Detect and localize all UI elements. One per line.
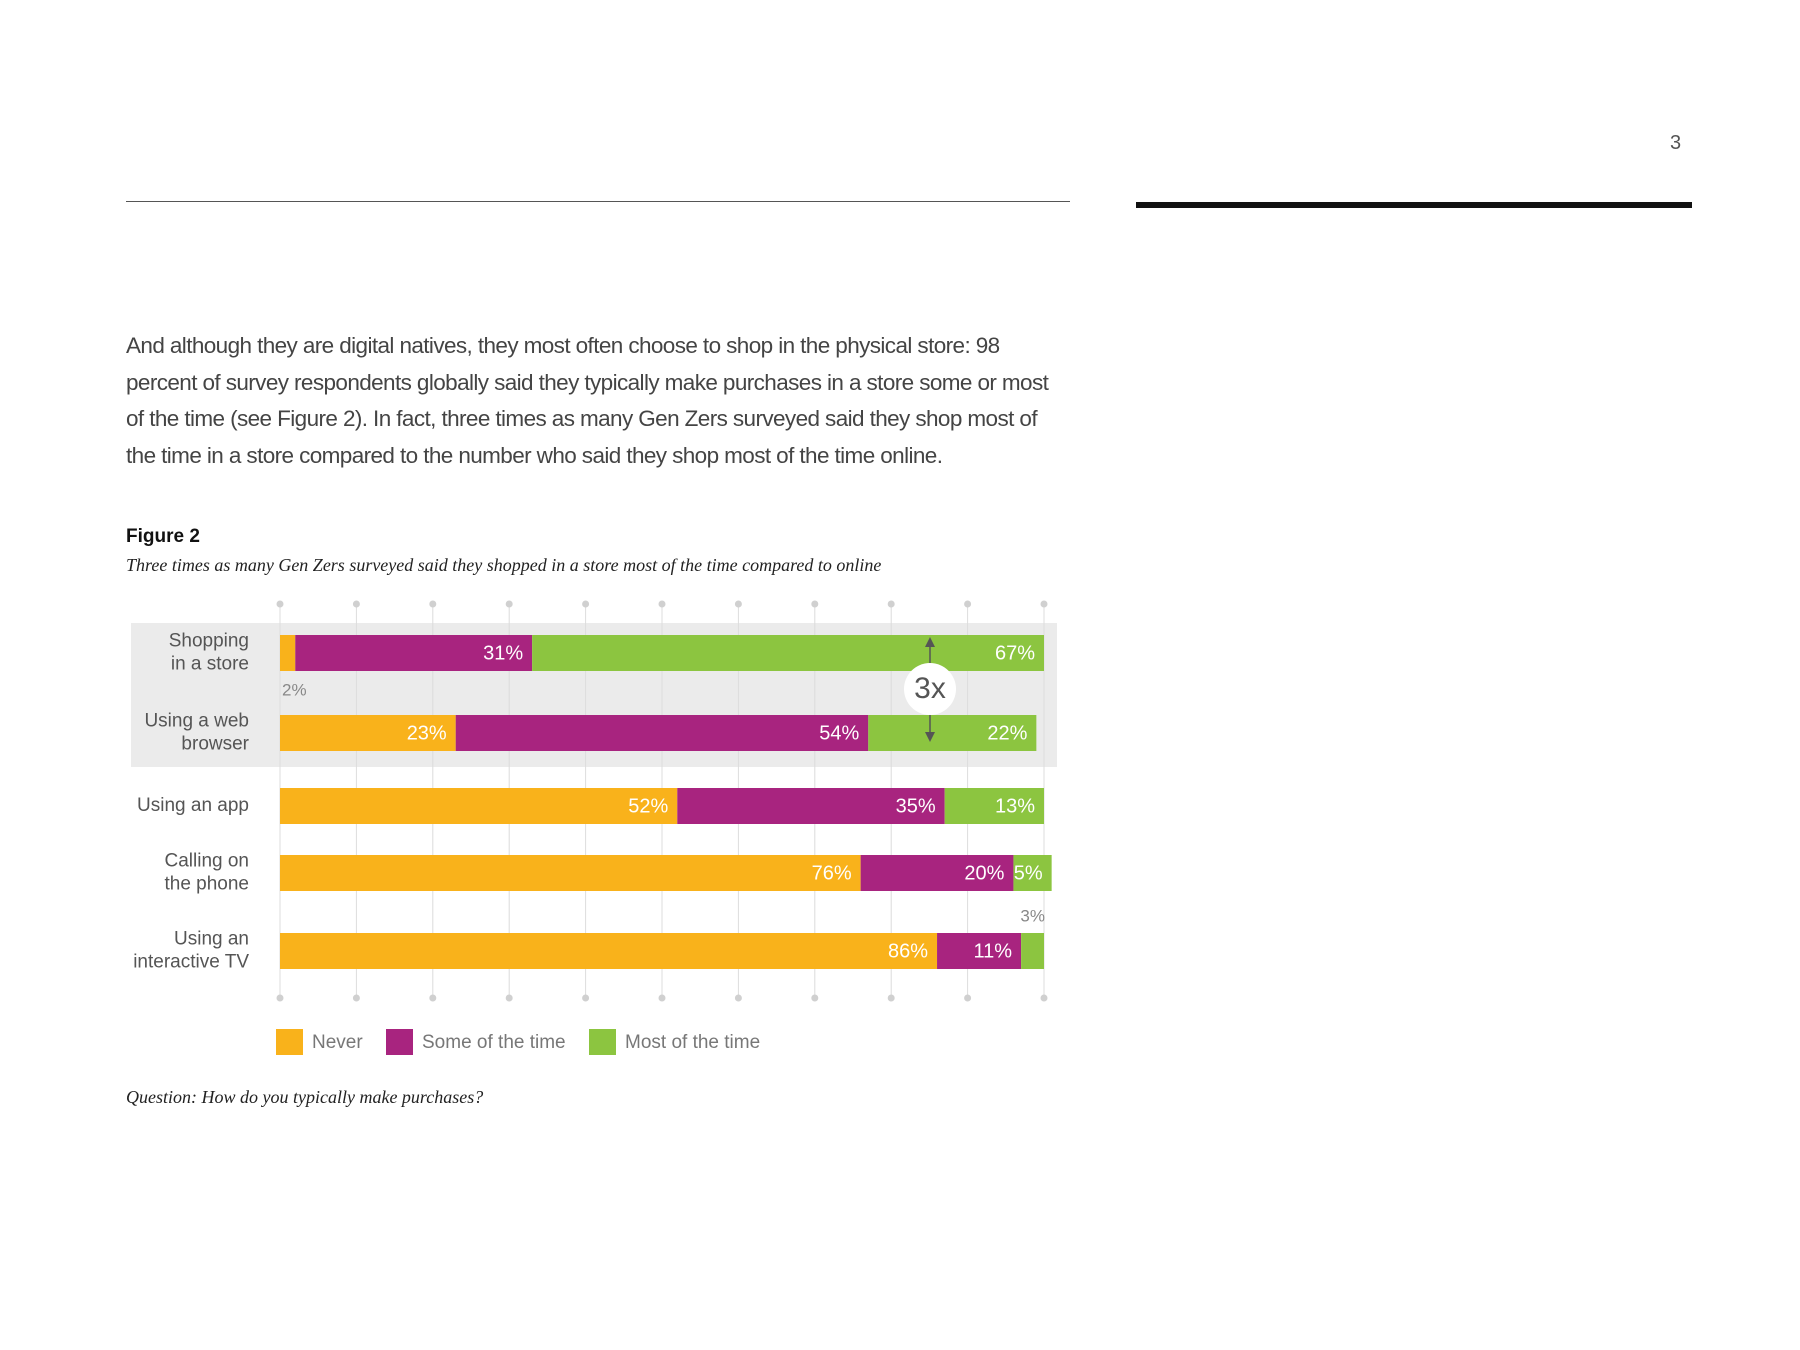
category-label: Using a web browser (144, 711, 249, 755)
bar-segment (280, 855, 861, 891)
rule (126, 201, 1070, 202)
question: Question: How do you typically make purc… (126, 1087, 484, 1107)
value-label: 52% (628, 795, 668, 817)
legend-label: Some of the time (422, 1032, 566, 1053)
category-label: Using an app (137, 795, 249, 816)
legend-swatch (276, 1029, 303, 1055)
tick-dot (964, 600, 972, 608)
bar-segment (937, 933, 1022, 969)
tick-dot (1040, 994, 1048, 1002)
bar-segment (295, 635, 533, 671)
bar-segment (455, 715, 869, 751)
tick-dot (658, 994, 666, 1002)
tick-dot (276, 600, 284, 608)
value-label: 2% (282, 680, 307, 699)
tick-dot (1040, 600, 1048, 608)
bar-segment (280, 635, 296, 671)
value-label: 86% (888, 940, 928, 962)
value-label: 22% (987, 722, 1027, 744)
tick-dot (658, 600, 666, 608)
tick-dot (734, 600, 742, 608)
annotation-text: 3x (914, 672, 946, 705)
page-number: 3 (1670, 132, 1682, 154)
tick-dot (887, 994, 895, 1002)
legend-label: Never (312, 1032, 363, 1053)
value-label: 23% (407, 722, 447, 744)
paragraph: And although they are digital natives, t… (126, 333, 1049, 468)
value-label: 11% (974, 940, 1013, 962)
tick-dot (429, 994, 437, 1002)
bar-segment (868, 715, 1037, 751)
tick-dot (276, 994, 284, 1002)
legend-swatch (386, 1029, 413, 1055)
bar-segment (532, 635, 1044, 671)
tick-dot (429, 600, 437, 608)
arrow-head (925, 637, 935, 647)
tick-dot (811, 600, 819, 608)
annotation-badge (904, 663, 956, 715)
arrow-head (925, 732, 935, 742)
legend-label: Most of the time (625, 1032, 760, 1053)
figure-label: Figure 2 (126, 526, 200, 547)
value-label: 67% (995, 642, 1035, 664)
tick-dot (582, 600, 590, 608)
category-label: Using an interactive TV (133, 929, 249, 973)
tick-dot (352, 600, 360, 608)
value-label: 31% (483, 642, 523, 664)
legend-swatch (589, 1029, 616, 1055)
tick-dot (352, 994, 360, 1002)
category-label: Calling on the phone (164, 851, 249, 895)
value-label: 54% (819, 722, 859, 744)
bar-segment (677, 788, 945, 824)
tick-dot (811, 994, 819, 1002)
value-label: 13% (995, 795, 1035, 817)
bar-segment (1021, 933, 1044, 969)
figure-caption: Three times as many Gen Zers surveyed sa… (126, 555, 882, 575)
bar-segment (944, 788, 1044, 824)
value-label: 20% (964, 862, 1004, 884)
value-label: 35% (896, 795, 936, 817)
rule-thick (1136, 202, 1692, 208)
value-label: 3% (1020, 906, 1045, 925)
bar-segment (280, 715, 456, 751)
value-label: 5% (1014, 862, 1043, 884)
category-label: Shopping in a store (169, 631, 249, 675)
tick-dot (505, 994, 513, 1002)
value-label: 76% (812, 862, 852, 884)
bar-segment (1013, 855, 1052, 891)
tick-dot (887, 600, 895, 608)
tick-dot (582, 994, 590, 1002)
tick-dot (964, 994, 972, 1002)
bar-segment (860, 855, 1014, 891)
tick-dot (734, 994, 742, 1002)
bar-segment (280, 933, 938, 969)
bar-segment (280, 788, 678, 824)
tick-dot (505, 600, 513, 608)
